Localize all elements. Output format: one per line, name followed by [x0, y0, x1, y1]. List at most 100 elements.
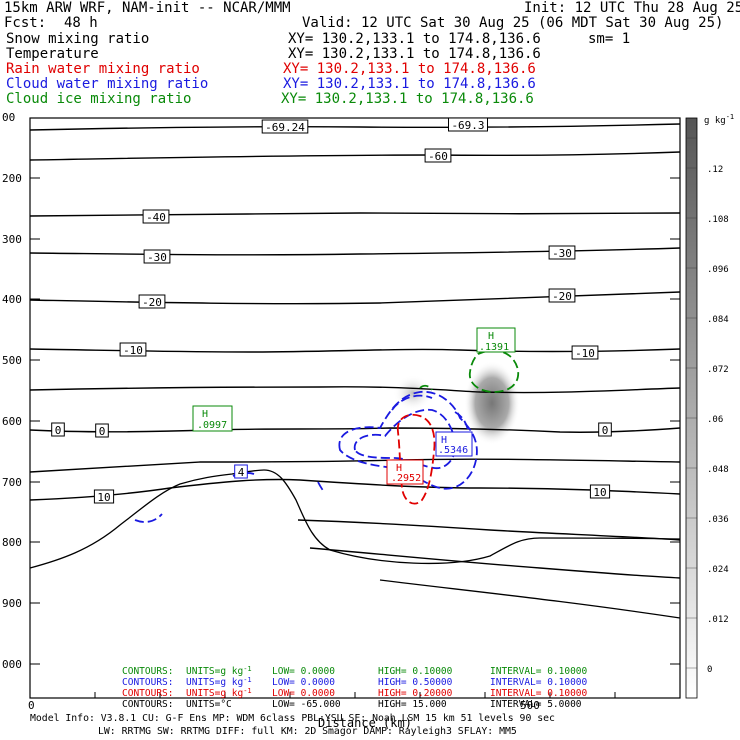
- y-tick-label: 400: [2, 293, 22, 306]
- colorbar: [685, 117, 698, 699]
- contour-info-units: UNITS=g kg-1: [186, 676, 252, 688]
- colorbar-tick-label: .036: [707, 515, 729, 525]
- temperature-label-text: 0: [55, 424, 62, 437]
- field-name-cloud-ice: Cloud ice mixing ratio: [6, 91, 192, 107]
- colorbar-tick-label: .12: [707, 165, 723, 175]
- colorbar-tick-label: .072: [707, 365, 729, 375]
- cloud-water-contours: [134, 391, 478, 523]
- snow-shading-secondary: [393, 375, 433, 411]
- temperature-label: -40: [142, 209, 170, 224]
- colorbar-tick-label: .024: [707, 565, 729, 575]
- contour-info-label: CONTOURS:: [122, 699, 173, 710]
- footer-model-info: Model Info: V3.8.1 CU: G-F Ens MP: WDM 6…: [30, 713, 555, 724]
- contour-info-temperature: CONTOURS: UNITS=°C LOW= -65.000 HIGH= 15…: [122, 699, 582, 710]
- field-xy-cloud-ice: XY= 130.2,133.1 to 174.8,136.6: [281, 91, 534, 107]
- temperature-label: -30: [548, 245, 576, 260]
- y-tick-label: 500: [2, 354, 22, 367]
- contour-info-low: LOW= -65.000: [272, 699, 341, 710]
- contour-info-interval: INTERVAL= 0.10000: [490, 688, 588, 699]
- field-xy-snow: XY= 130.2,133.1 to 174.8,136.6: [288, 31, 541, 47]
- temperature-label: -30: [143, 249, 171, 264]
- max-letter: H: [396, 463, 402, 474]
- cloud-ice-contours: [419, 349, 520, 393]
- colorbar-tick-label: .108: [707, 215, 729, 225]
- contour-info-low: LOW= 0.0000: [272, 688, 335, 699]
- contour-info-label: CONTOURS:: [122, 688, 173, 699]
- contour-info-units: UNITS=g kg-1: [186, 665, 252, 677]
- y-tick-label: 200: [2, 172, 22, 185]
- temperature-label: -10: [571, 345, 599, 360]
- temperature-label: -10: [119, 342, 147, 357]
- maximum-marker-ice-0997: H .0997: [192, 405, 233, 432]
- footer-physics-info: LW: RRTMG SW: RRTMG DIFF: full KM: 2D Sm…: [98, 726, 517, 737]
- temperature-label-text: -30: [147, 251, 167, 264]
- contour-info-cloud-water: CONTOURS: UNITS=g kg-1 LOW= 0.0000 HIGH=…: [122, 676, 588, 688]
- y-tick-label: 000: [2, 658, 22, 671]
- temperature-isotherms: [29, 123, 681, 579]
- contour-info-high: HIGH= 0.20000: [378, 688, 453, 699]
- max-value: .5346: [438, 445, 468, 456]
- y-axis-tick-labels: 00 200 300 400 500 600 700 800 900 000: [2, 111, 22, 671]
- max-value: .2952: [391, 473, 421, 484]
- contour-info-ice: CONTOURS: UNITS=g kg-1 LOW= 0.0000 HIGH=…: [122, 665, 588, 677]
- field-name-snow: Snow mixing ratio: [6, 31, 150, 47]
- contour-info-rain: CONTOURS: UNITS=g kg-1 LOW= 0.0000 HIGH=…: [122, 687, 588, 699]
- model-title: 15km ARW WRF, NAM-init -- NCAR/MMM: [4, 0, 291, 16]
- colorbar-tick-label: .048: [707, 465, 729, 475]
- temperature-label: 10: [589, 484, 611, 499]
- maximum-marker-ice-1391: H .1391: [476, 327, 516, 353]
- temperature-label: 10: [93, 489, 115, 504]
- y-tick-label: 300: [2, 233, 22, 246]
- contour-info-units: UNITS=g kg-1: [186, 687, 252, 699]
- temperature-label: -69.3: [448, 117, 488, 132]
- temperature-label-text: -60: [428, 150, 448, 163]
- max-letter: H: [488, 331, 494, 342]
- field-xy-cloud-water: XY= 130.2,133.1 to 174.8,136.6: [283, 76, 536, 92]
- field-xy-temperature: XY= 130.2,133.1 to 174.8,136.6: [288, 46, 541, 62]
- max-value: .0997: [197, 420, 227, 431]
- contour-info-interval: INTERVAL= 0.10000: [490, 677, 588, 688]
- temperature-label-text: -40: [146, 211, 166, 224]
- temperature-label: -20: [138, 294, 166, 309]
- temperature-label: 0: [95, 423, 109, 438]
- terrain-lower-line: [379, 579, 681, 619]
- snow-shading-core: [464, 361, 520, 445]
- colorbar-tick-label: .096: [707, 265, 729, 275]
- forecast-hours: 48 h: [64, 15, 98, 31]
- colorbar-tick-label: .084: [707, 315, 729, 325]
- colorbar-tick-label: 0: [707, 665, 712, 675]
- temperature-label: 0: [51, 422, 65, 437]
- x-tick-label-0: 0: [28, 699, 35, 712]
- temperature-label-text: 0: [602, 424, 609, 437]
- temperature-label-text: -69.24: [265, 121, 305, 134]
- y-tick-label: 800: [2, 536, 22, 549]
- x-axis-label: Distance (km): [318, 716, 412, 730]
- temperature-labels: -69.24 -69.3 -60 -40 -30 -30 -20 -20 -10 -10 0 0 0 4 1…: [51, 117, 612, 504]
- temperature-label: 0: [598, 422, 612, 437]
- temperature-label-text: 4: [238, 466, 245, 479]
- colorbar-bands: [686, 137, 697, 669]
- contour-info-units: UNITS=°C: [186, 699, 232, 710]
- contour-info-interval: INTERVAL= 0.10000: [490, 666, 588, 677]
- terrain-surface: [29, 469, 681, 569]
- temperature-label-text: -69.3: [451, 119, 484, 132]
- max-letter: H: [441, 435, 447, 446]
- temperature-label-text: -10: [123, 344, 143, 357]
- field-name-rain: Rain water mixing ratio: [6, 61, 200, 77]
- contour-info-label: CONTOURS:: [122, 677, 173, 688]
- temperature-label: -60: [424, 148, 452, 163]
- contour-info-low: LOW= 0.0000: [272, 677, 335, 688]
- maximum-marker-cloud-water: H .5346: [435, 431, 473, 457]
- temperature-label-text: -10: [575, 347, 595, 360]
- colorbar-tick-labels: .12 .108 .096 .084 .072 .06 .048 .036 .024 .012 0: [707, 165, 729, 675]
- temperature-label-text: 0: [99, 425, 106, 438]
- field-xy-rain: XY= 130.2,133.1 to 174.8,136.6: [283, 61, 536, 77]
- contour-info-high: HIGH= 0.10000: [378, 666, 453, 677]
- x-tick-label-500: 500: [520, 699, 540, 712]
- colorbar-unit: g kg-1: [704, 113, 734, 126]
- field-name-temperature: Temperature: [6, 46, 99, 62]
- max-value: .1391: [479, 342, 509, 353]
- forecast-label: Fcst:: [4, 15, 47, 31]
- temperature-label: -69.24: [261, 119, 309, 134]
